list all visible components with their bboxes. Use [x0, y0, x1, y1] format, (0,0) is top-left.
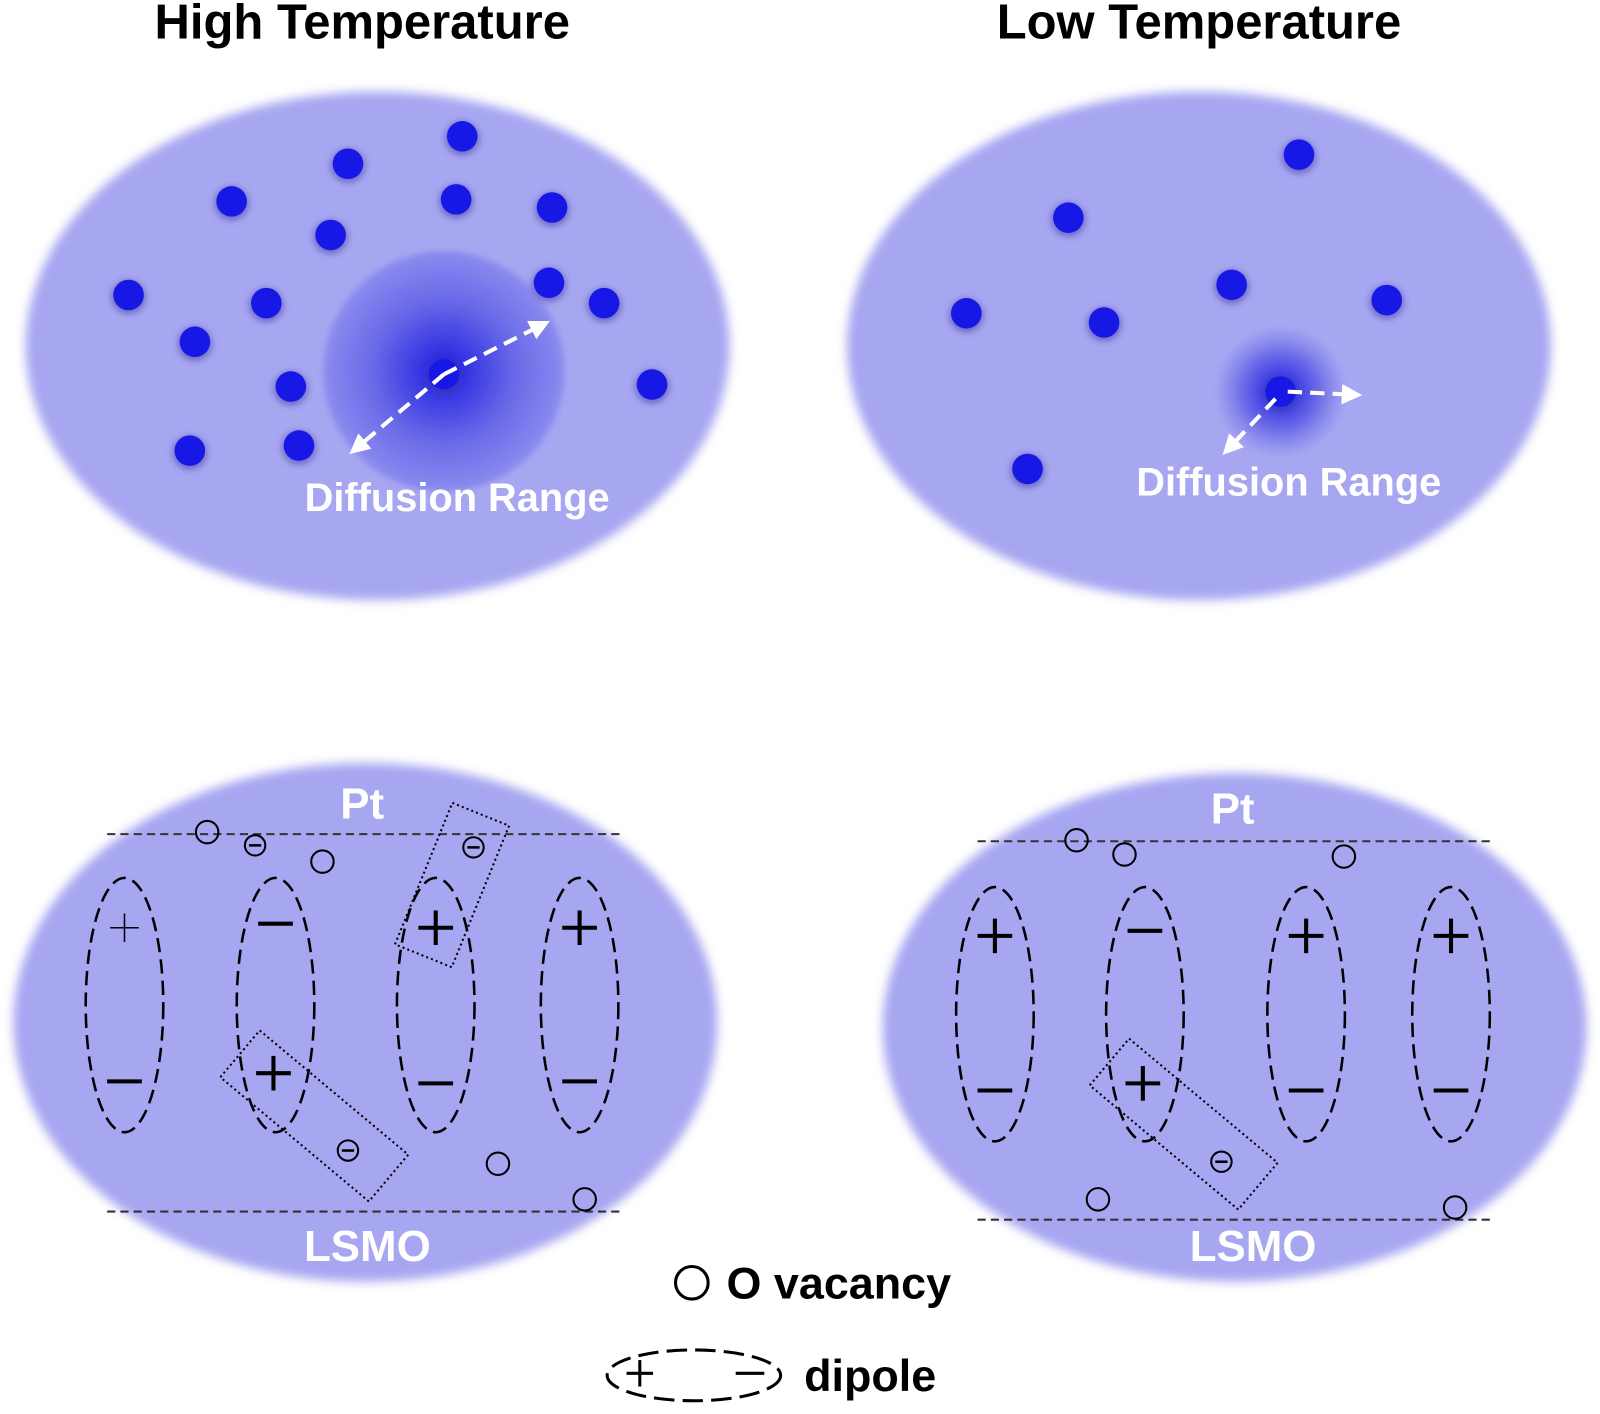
particle — [533, 267, 565, 299]
particle — [216, 186, 247, 217]
particle — [588, 287, 620, 319]
diffusion-arrow — [349, 372, 446, 455]
oxygen-vacancy — [485, 1151, 511, 1176]
dipole — [539, 876, 620, 1134]
particle — [1053, 202, 1084, 233]
dipole — [235, 876, 316, 1134]
particle — [179, 326, 211, 358]
legend-vacancy-label: O vacancy — [727, 1259, 952, 1309]
region — [846, 91, 1552, 601]
legend-dipole-label: dipole — [804, 1351, 936, 1401]
oxygen-vacancy — [572, 1187, 597, 1212]
diffusion-arrow — [1287, 384, 1363, 405]
particle — [275, 371, 307, 402]
legend-dipole-symbol — [605, 1348, 783, 1403]
top-electrode-label: Pt — [1211, 784, 1255, 833]
panel-title: Low Temperature — [997, 0, 1401, 49]
bottom-electrode-label: LSMO — [1190, 1222, 1317, 1271]
panel-title: High Temperature — [155, 0, 570, 49]
particle — [1012, 453, 1043, 485]
particle — [332, 148, 364, 180]
particle — [446, 121, 478, 152]
particle — [951, 298, 982, 329]
particle — [536, 192, 568, 223]
negative-charge — [462, 836, 485, 859]
defect-complex — [1088, 1037, 1280, 1212]
defect-complex — [218, 1029, 410, 1203]
oxygen-vacancy — [1331, 844, 1357, 869]
bottom-electrode-label: LSMO — [304, 1222, 431, 1271]
diffusion-arrow — [1222, 397, 1277, 456]
particle — [1283, 139, 1315, 170]
diffusion-label: Diffusion Range — [305, 476, 610, 520]
legend-vacancy-symbol — [673, 1264, 710, 1301]
region — [882, 773, 1587, 1282]
particle — [1216, 269, 1247, 301]
top-electrode-label: Pt — [340, 779, 384, 828]
particle — [251, 287, 282, 319]
oxygen-vacancy — [194, 819, 220, 845]
dipole — [1104, 885, 1185, 1143]
region — [13, 762, 718, 1282]
particle — [440, 184, 472, 215]
negative-charge — [1210, 1150, 1233, 1173]
oxygen-vacancy — [310, 849, 335, 874]
particle — [283, 430, 315, 461]
oxygen-vacancy — [1085, 1187, 1111, 1212]
negative-charge — [336, 1139, 360, 1162]
oxygen-vacancy — [1112, 842, 1137, 867]
dipole — [1410, 885, 1492, 1143]
particle — [315, 219, 346, 251]
dipole — [395, 876, 476, 1134]
particle — [113, 279, 144, 311]
dipole — [84, 876, 165, 1134]
diffusion-arrow — [442, 320, 550, 377]
diffusion-label: Diffusion Range — [1136, 461, 1441, 505]
negative-charge — [243, 834, 267, 857]
oxygen-vacancy — [1064, 828, 1089, 853]
dipole — [954, 885, 1035, 1143]
particle — [636, 369, 668, 400]
particle — [1371, 284, 1403, 316]
particle — [174, 435, 206, 466]
dipole — [1266, 885, 1347, 1143]
labels: High Temperature Low Temperature Diffusi… — [155, 0, 1442, 1401]
shapes — [13, 91, 1587, 1403]
particle — [1088, 307, 1120, 338]
oxygen-vacancy — [1442, 1195, 1468, 1220]
